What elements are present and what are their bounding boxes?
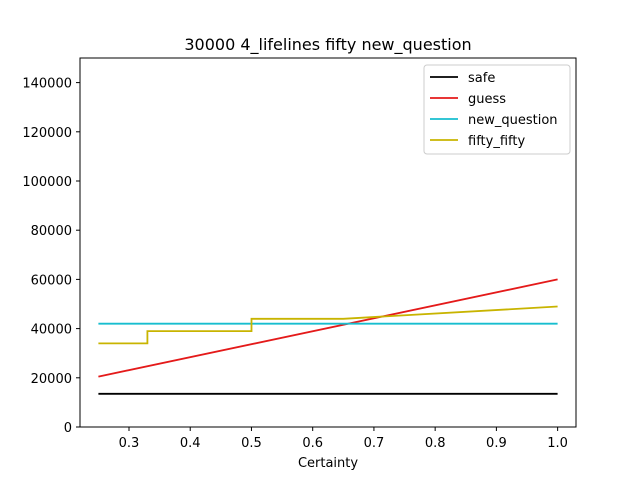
x-tick-label: 0.6 [302,436,323,451]
plot-lines [98,278,558,395]
series-line-guess [98,278,558,378]
legend-box [423,64,571,155]
y-tick-label: 100000 [22,175,72,190]
axes-frame [79,57,577,428]
legend: safe guess new_question fifty_fifty [423,64,571,155]
chart-title: 30000 4_lifelines fifty new_question [184,35,471,55]
y-tick-label: 120000 [22,126,72,141]
x-tick-label: 0.9 [486,436,507,451]
x-tick-label: 0.3 [119,436,140,451]
x-tick-label: 0.5 [241,436,262,451]
legend-label: guess [468,92,506,107]
y-tick-label: 40000 [31,323,72,338]
legend-label: safe [468,71,495,86]
y-axis: 0 20000 40000 60000 80000 100000 120000 140000 [22,77,80,436]
x-axis-label: Certainty [298,456,358,471]
y-tick-label: 0 [64,421,72,436]
legend-label: new_question [468,113,558,128]
y-tick-label: 60000 [31,273,72,288]
x-tick-label: 0.8 [425,436,446,451]
y-tick-label: 80000 [31,224,72,239]
y-tick-label: 20000 [31,372,72,387]
y-tick-label: 140000 [22,77,72,92]
x-tick-label: 1.0 [547,436,568,451]
legend-label: fifty_fifty [468,134,525,149]
x-axis: 0.3 0.4 0.5 0.6 0.7 0.8 0.9 1.0 [119,427,568,451]
series-line-fifty-fifty [98,305,558,345]
x-tick-label: 0.7 [364,436,385,451]
x-tick-label: 0.4 [180,436,201,451]
